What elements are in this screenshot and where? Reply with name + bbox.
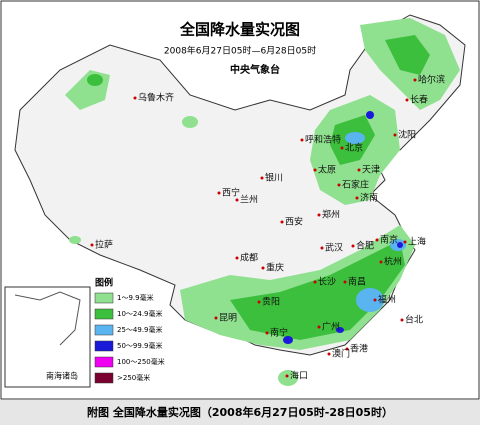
inset-label: 南海诸岛 — [46, 371, 78, 381]
city-label: 天津 — [362, 165, 380, 176]
legend-swatch — [94, 324, 114, 336]
city-dot — [313, 280, 317, 284]
map-title: 全国降水量实况图 — [179, 21, 300, 39]
city-dot — [351, 244, 355, 248]
city-dot — [235, 256, 239, 260]
city-dot — [405, 98, 409, 102]
city-dot — [373, 298, 377, 302]
rain-areas — [65, 18, 460, 386]
legend-label: 10～24.9毫米 — [117, 309, 163, 318]
city-dot — [90, 243, 94, 247]
city-label: 哈尔滨 — [418, 74, 445, 86]
city-dot — [133, 96, 137, 100]
city-label: 银川 — [265, 172, 283, 184]
inset-coast — [14, 291, 81, 346]
city-dot — [345, 347, 349, 351]
city-label: 西宁 — [222, 187, 240, 199]
city-label: 长春 — [410, 94, 428, 106]
city-dot — [403, 240, 407, 244]
city-dot — [265, 331, 269, 335]
city-label: 贵阳 — [262, 296, 280, 308]
legend-label: 100～250毫米 — [117, 357, 165, 366]
city-label: 福州 — [378, 294, 396, 306]
legend-label: >250毫米 — [117, 373, 150, 382]
city-label: 澳门 — [332, 348, 350, 360]
city-label: 杭州 — [384, 256, 402, 268]
city-dot — [337, 183, 341, 187]
city-dot — [313, 168, 317, 172]
city-dot — [400, 318, 404, 322]
city-dot — [355, 196, 359, 200]
city-dot — [260, 176, 264, 180]
city-dot — [327, 352, 331, 356]
city-dot — [393, 133, 397, 137]
city-label: 昆明 — [219, 313, 237, 324]
city-dot — [261, 266, 265, 270]
legend-label: 50～99.9毫米 — [117, 341, 163, 350]
city-label: 沈阳 — [398, 129, 416, 141]
city-dot — [300, 138, 304, 142]
map-agency: 中央气象台 — [230, 63, 280, 76]
city-dot — [340, 146, 344, 150]
city-label: 石家庄 — [342, 179, 369, 191]
legend-swatch — [94, 372, 114, 384]
city-dot — [317, 325, 321, 329]
city-dot — [379, 260, 383, 264]
city-dot — [343, 280, 347, 284]
city-label: 郑州 — [322, 209, 340, 221]
city-label: 合肥 — [356, 240, 374, 252]
city-dot — [375, 238, 379, 242]
legend-label: 1～9.9毫米 — [117, 293, 154, 302]
city-label: 拉萨 — [95, 239, 113, 251]
city-label: 台北 — [405, 314, 423, 326]
legend-title: 图例 — [95, 277, 113, 289]
city-dot — [357, 168, 361, 172]
legend-swatch — [94, 308, 114, 320]
city-dot — [413, 78, 417, 82]
city-dot — [217, 191, 221, 195]
city-dot — [280, 220, 284, 224]
city-dot — [320, 246, 324, 250]
caption-bar — [0, 400, 480, 425]
map-period: 2008年6月27日05时—6月28日05时 — [164, 45, 316, 57]
legend-swatch — [94, 292, 114, 304]
city-label: 乌鲁木齐 — [138, 92, 174, 104]
city-label: 海口 — [290, 370, 308, 382]
city-label: 广州 — [322, 321, 340, 333]
legend-swatch — [94, 340, 114, 352]
city-dot — [235, 198, 239, 202]
inset-frame — [4, 286, 91, 388]
city-label: 长沙 — [318, 276, 336, 288]
city-label: 南昌 — [348, 276, 366, 288]
city-dot — [285, 374, 289, 378]
city-label: 武汉 — [325, 242, 343, 254]
legend-swatch — [94, 356, 114, 368]
city-label: 上海 — [408, 236, 426, 248]
city-label: 北京 — [345, 142, 363, 154]
city-label: 重庆 — [266, 262, 284, 274]
city-label: 济南 — [360, 192, 378, 204]
city-label: 西安 — [285, 216, 303, 228]
legend-label: 25～49.9毫米 — [117, 325, 163, 334]
caption: 附图 全国降水量实况图（2008年6月27日05时-28日05时） — [87, 405, 393, 419]
city-label: 南京 — [380, 234, 398, 246]
city-label: 兰州 — [240, 194, 258, 206]
city-label: 南宁 — [270, 327, 288, 339]
city-label: 太原 — [318, 164, 336, 176]
city-dot — [257, 300, 261, 304]
city-label: 香港 — [350, 343, 368, 355]
city-label: 呼和浩特 — [305, 134, 341, 146]
city-dot — [214, 316, 218, 320]
city-label: 成都 — [240, 252, 258, 264]
city-dot — [317, 213, 321, 217]
